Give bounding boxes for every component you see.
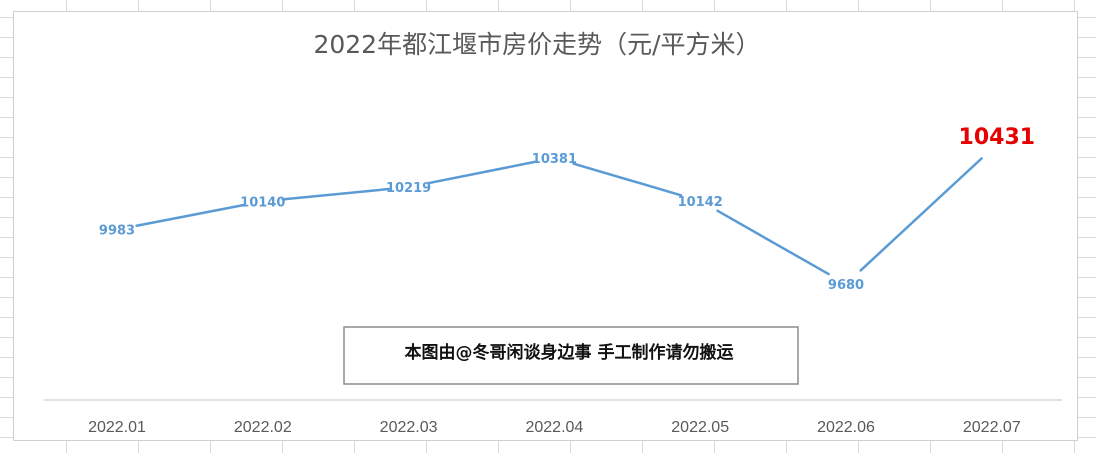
x-tick-label: 2022.01 (88, 419, 146, 436)
data-label: 10381 (532, 152, 577, 167)
data-label: 10142 (678, 195, 723, 210)
data-labels: 9983 10140 10219 10381 10142 9680 10431 (99, 125, 1035, 293)
x-tick-label: 2022.05 (671, 419, 729, 436)
series-line (135, 157, 983, 276)
annotation-text: 本图由@冬哥闲谈身边事 手工制作请勿搬运 (405, 342, 734, 363)
series-segment (281, 187, 390, 201)
series-segment (135, 203, 245, 227)
x-tick-label: 2022.02 (234, 419, 292, 436)
data-label: 9983 (99, 224, 135, 239)
data-label-highlight: 10431 (959, 125, 1036, 150)
data-label: 10140 (240, 195, 285, 210)
series-segment (716, 209, 830, 276)
annotation-box: 本图由@冬哥闲谈身边事 手工制作请勿搬运 (343, 326, 799, 385)
x-tick-label: 2022.04 (525, 419, 583, 436)
x-tick-label: 2022.06 (817, 419, 875, 436)
chart-title: 2022年都江堰市房价走势（元/平方米） (313, 30, 760, 59)
data-label: 9680 (828, 278, 864, 293)
series-segment (859, 157, 983, 272)
series-segment (572, 162, 683, 197)
x-axis-ticks: 2022.01 2022.02 2022.03 2022.04 2022.05 2022.… (88, 419, 1021, 436)
series-segment (426, 160, 537, 185)
x-tick-label: 2022.03 (380, 419, 438, 436)
annotation-border (343, 326, 799, 385)
x-tick-label: 2022.07 (963, 419, 1021, 436)
data-label: 10219 (386, 181, 431, 196)
